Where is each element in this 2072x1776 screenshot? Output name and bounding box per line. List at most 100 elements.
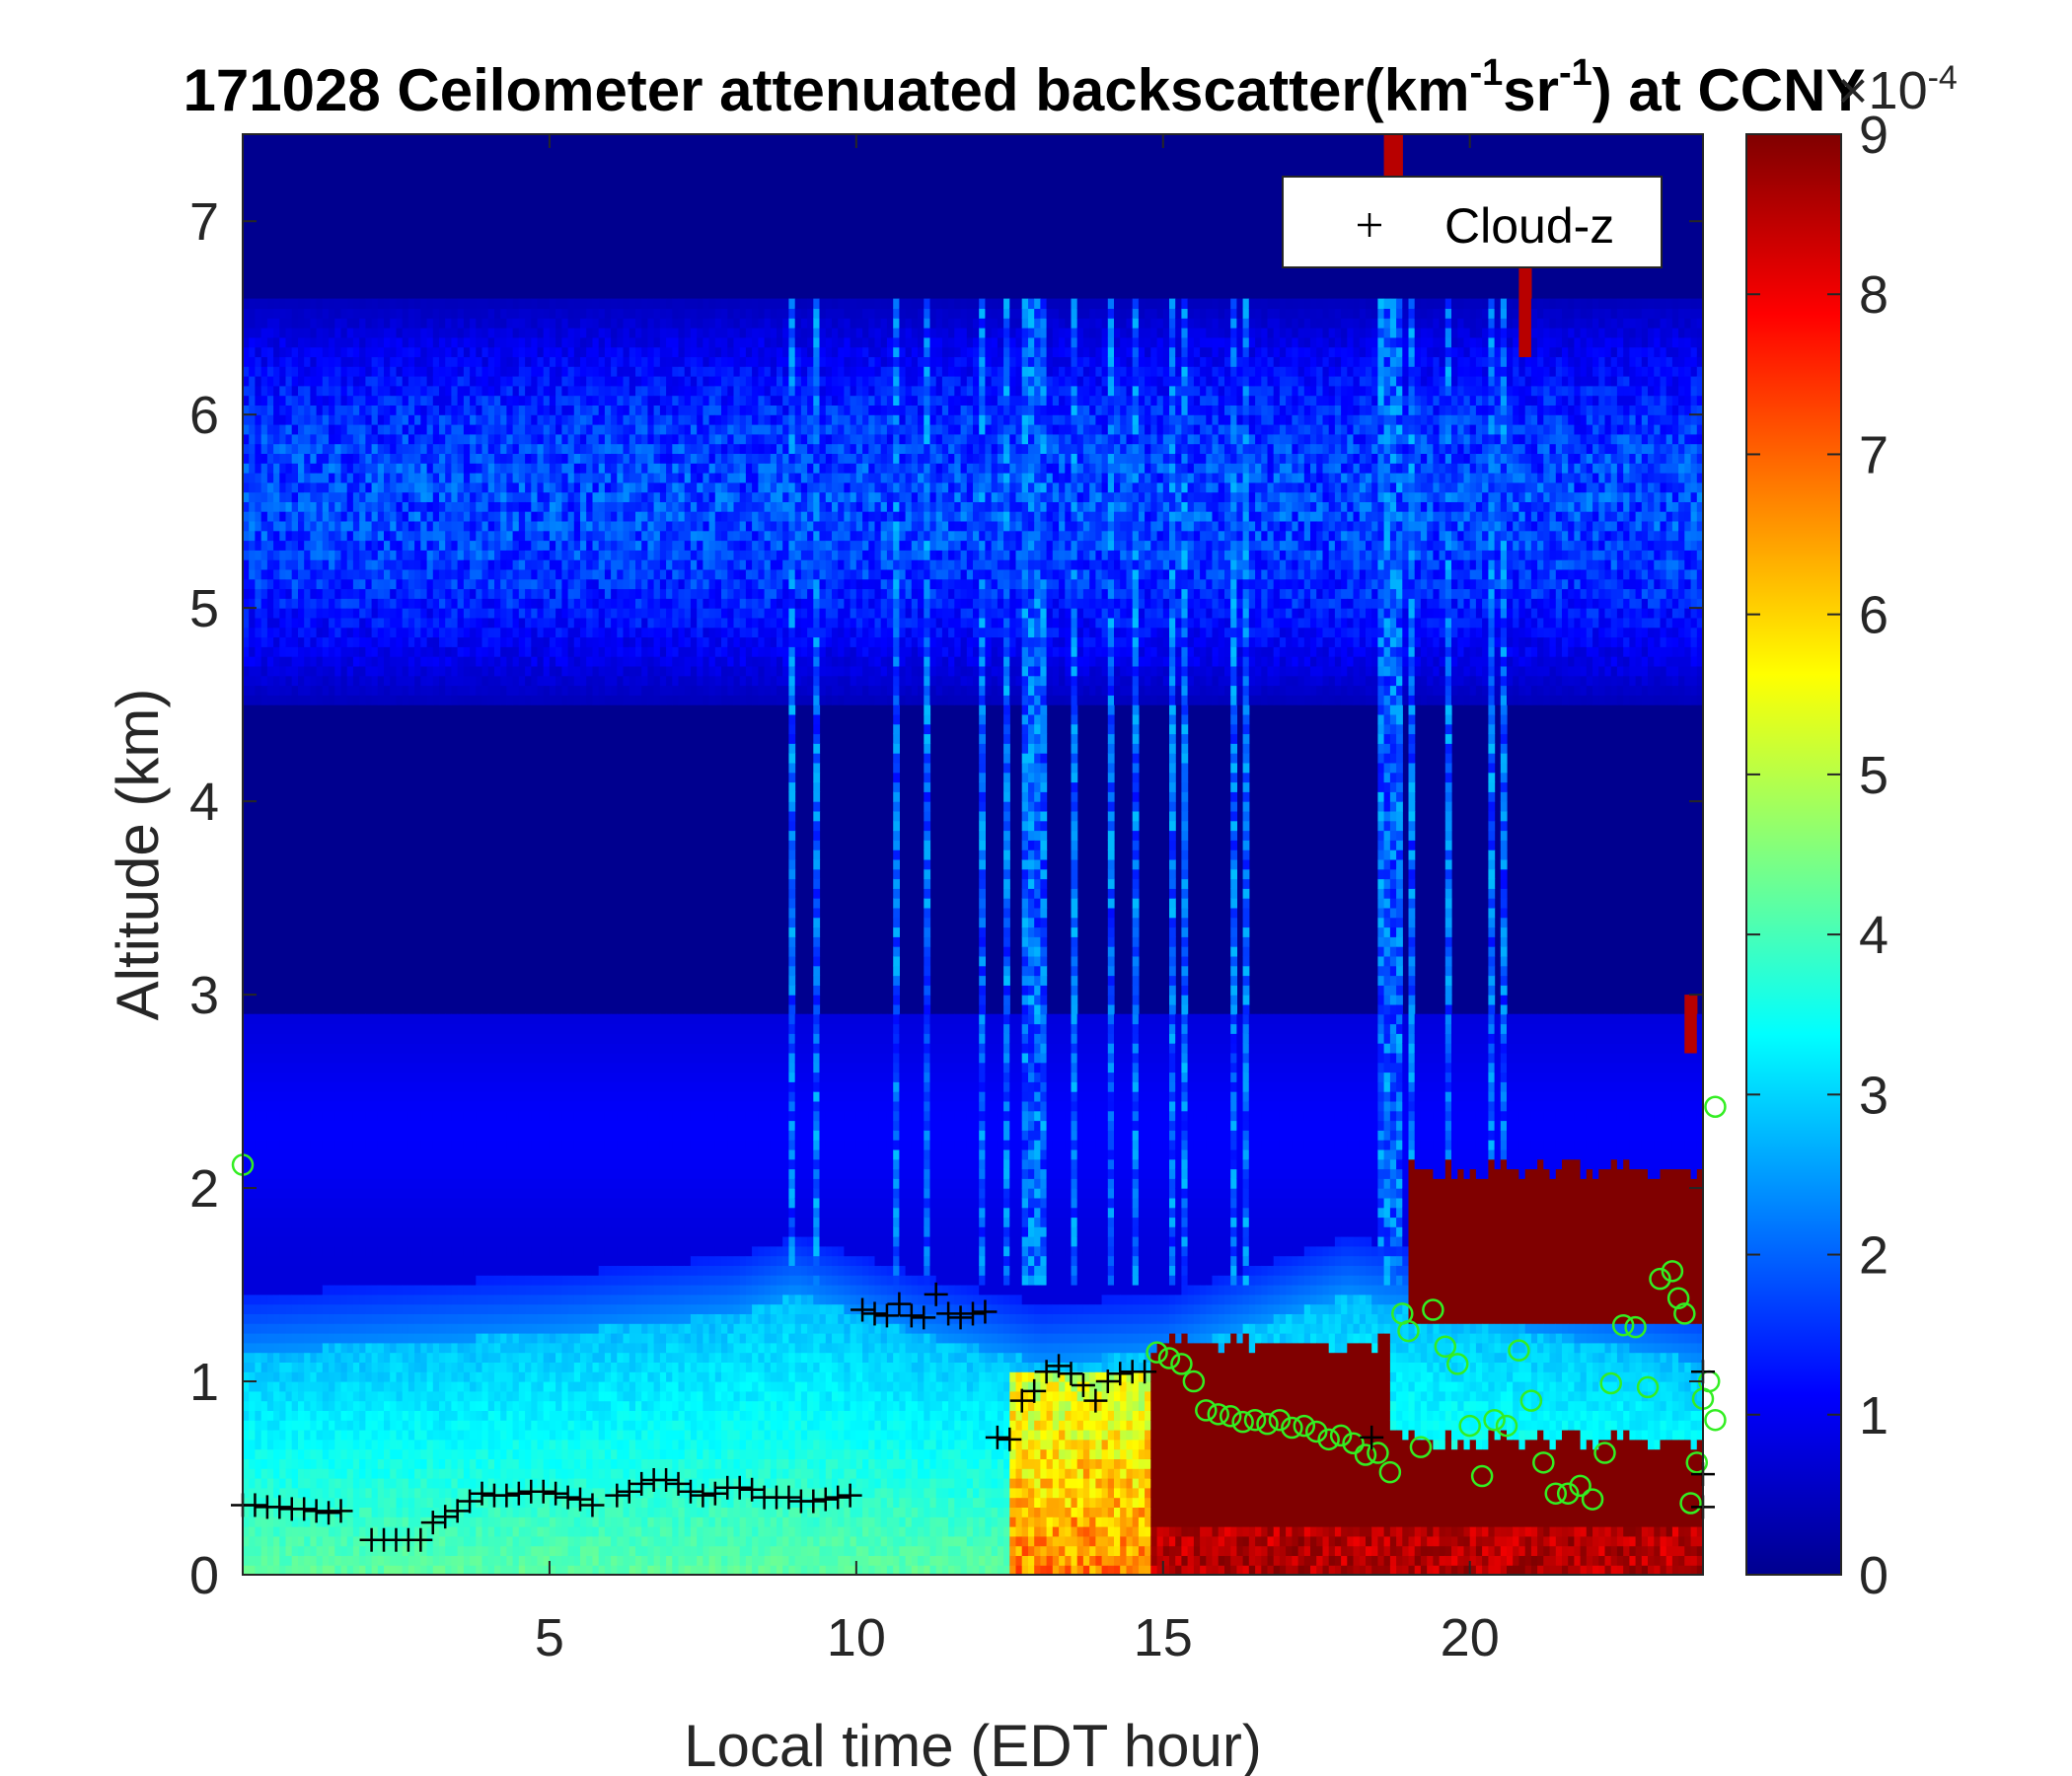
heatmap-cell [458,366,465,376]
heatmap-cell [353,1420,360,1430]
heatmap-cell [323,1236,330,1246]
heatmap-cell [298,1440,305,1449]
heatmap-cell [488,482,495,492]
heatmap-cell [519,1063,526,1073]
heatmap-cell [403,598,409,608]
heatmap-cell [298,1188,305,1198]
heatmap-cell [390,1073,397,1082]
heatmap-cell [334,1053,341,1063]
heatmap-cell [439,1458,446,1468]
heatmap-cell [353,1362,360,1371]
heatmap-cell [255,1401,261,1411]
heatmap-cell [261,1410,268,1420]
heatmap-cell [384,1478,391,1488]
heatmap-cell [451,308,458,318]
heatmap-cell [500,646,507,656]
heatmap-cell [427,1362,434,1371]
heatmap-cell [353,1371,360,1381]
heatmap-cell [329,511,335,521]
heatmap-cell [458,1178,465,1188]
heatmap-cell [365,1304,372,1314]
heatmap-cell [378,1140,385,1149]
heatmap-cell [403,1246,409,1256]
heatmap-cell [304,1121,311,1131]
heatmap-cell [249,318,256,328]
heatmap-cell [445,1217,452,1226]
heatmap-cell [310,1275,317,1285]
heatmap-cell [476,1043,482,1053]
heatmap-cell [359,1507,366,1517]
heatmap-cell [500,686,507,696]
heatmap-cell [513,1517,520,1526]
heatmap-cell [445,1343,452,1353]
heatmap-cell [519,492,526,502]
heatmap-cell [414,531,421,541]
heatmap-cell [261,424,268,434]
heatmap-cell [538,1217,545,1226]
heatmap-cell [451,453,458,463]
heatmap-cell [488,1178,495,1188]
heatmap-cell [482,628,489,637]
heatmap-cell [359,453,366,463]
heatmap-cell [414,1488,421,1498]
heatmap-cell [249,308,256,318]
heatmap-cell [500,1121,507,1131]
heatmap-cell [476,676,482,686]
heatmap-cell [304,1526,311,1536]
heatmap-cell [384,1111,391,1121]
heatmap-cell [279,1546,286,1556]
heatmap-cell [433,1401,440,1411]
heatmap-cell [255,1353,261,1363]
heatmap-cell [445,618,452,628]
heatmap-cell [249,1401,256,1411]
heatmap-cell [397,492,404,502]
heatmap-cell [531,1295,538,1304]
heatmap-cell [359,1381,366,1391]
heatmap-cell [298,424,305,434]
heatmap-cell [298,1159,305,1169]
heatmap-cell [273,1401,280,1411]
heatmap-cell [249,1313,256,1323]
heatmap-cell [451,1149,458,1159]
heatmap-cell [384,1159,391,1169]
heatmap-cell [439,1430,446,1440]
heatmap-cell [292,1101,299,1111]
heatmap-cell [365,1507,372,1517]
heatmap-cell [359,1246,366,1256]
heatmap-cell [451,1371,458,1381]
heatmap-cell [310,473,317,482]
heatmap-cell [286,1546,293,1556]
heatmap-cell [506,598,513,608]
heatmap-cell [365,541,372,551]
heatmap-cell [249,414,256,424]
heatmap-cell [292,1188,299,1198]
heatmap-cell [494,1430,501,1440]
heatmap-cell [292,637,299,647]
heatmap-cell [292,318,299,328]
heatmap-cell [427,637,434,647]
heatmap-cell [500,1140,507,1149]
heatmap-cell [334,1073,341,1082]
heatmap-cell [403,366,409,376]
heatmap-cell [372,511,379,521]
heatmap-cell [414,1024,421,1034]
heatmap-cell [304,1333,311,1343]
heatmap-cell [365,424,372,434]
heatmap-cell [304,1063,311,1073]
heatmap-cell [347,366,354,376]
heatmap-cell [249,424,256,434]
heatmap-cell [261,1111,268,1121]
heatmap-cell [261,1091,268,1101]
heatmap-cell [261,444,268,454]
heatmap-cell [513,1121,520,1131]
heatmap-cell [494,1178,501,1188]
heatmap-cell [273,618,280,628]
heatmap-cell [334,376,341,386]
heatmap-cell [286,569,293,579]
heatmap-cell [488,511,495,521]
heatmap-cell [525,1236,532,1246]
heatmap-cell [414,1333,421,1343]
heatmap-cell [433,656,440,666]
heatmap-cell [317,501,324,511]
heatmap-cell [329,1526,335,1536]
